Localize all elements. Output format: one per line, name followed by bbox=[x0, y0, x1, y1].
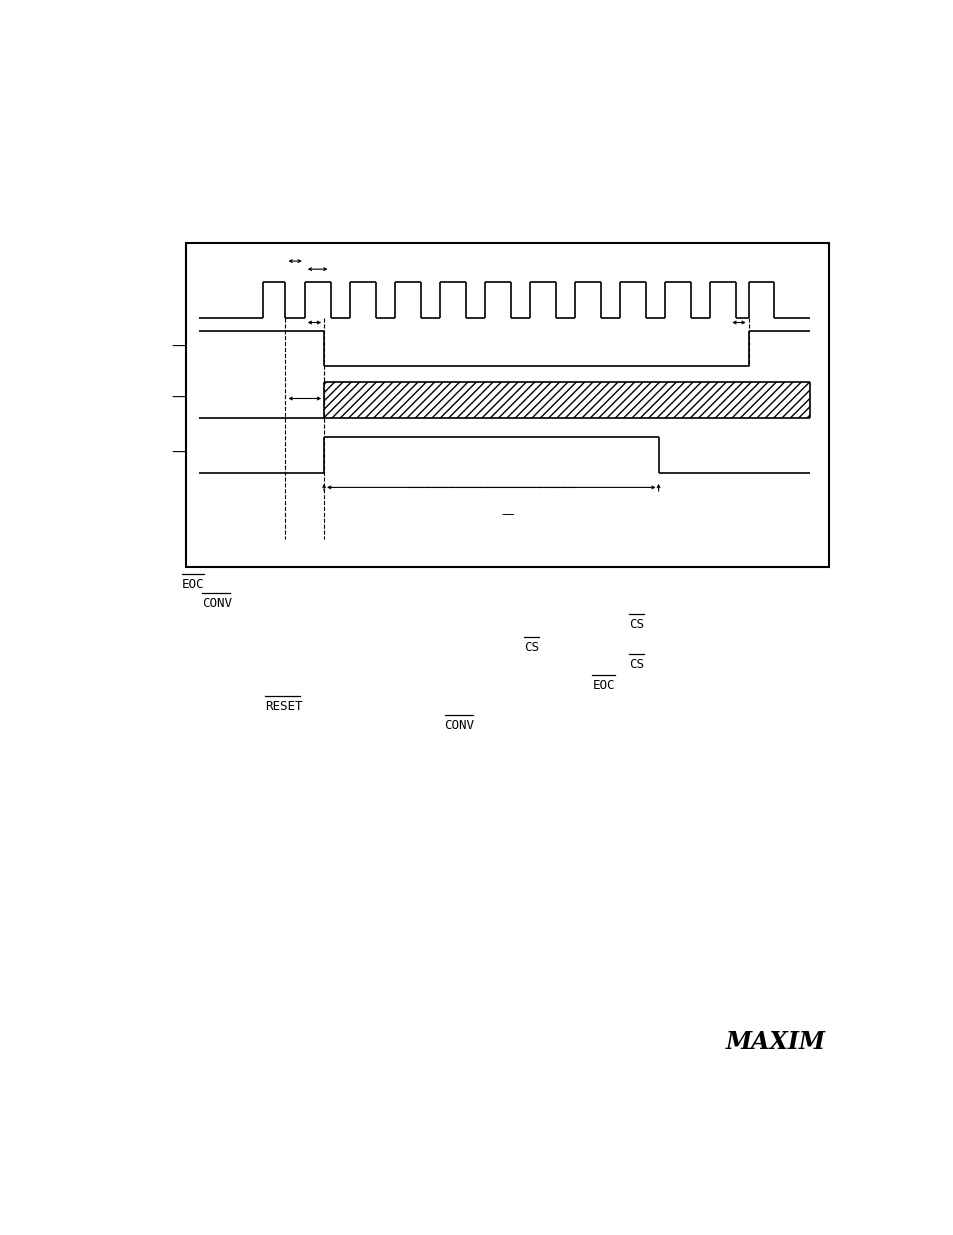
Text: —: — bbox=[172, 340, 185, 353]
Text: CS: CS bbox=[629, 658, 643, 672]
Text: EOC: EOC bbox=[592, 679, 615, 692]
Text: —: — bbox=[500, 509, 513, 521]
Text: —: — bbox=[172, 391, 185, 405]
Text: RESET: RESET bbox=[265, 700, 302, 713]
Bar bbox=[186, 243, 828, 567]
Text: CONV: CONV bbox=[202, 598, 232, 610]
Bar bbox=[324, 383, 809, 417]
Text: MAXIM: MAXIM bbox=[724, 1030, 824, 1055]
Text: CS: CS bbox=[629, 619, 643, 631]
Text: —: — bbox=[172, 446, 185, 461]
Text: CONV: CONV bbox=[444, 719, 474, 732]
Text: CS: CS bbox=[524, 641, 538, 655]
Text: EOC: EOC bbox=[182, 578, 204, 592]
